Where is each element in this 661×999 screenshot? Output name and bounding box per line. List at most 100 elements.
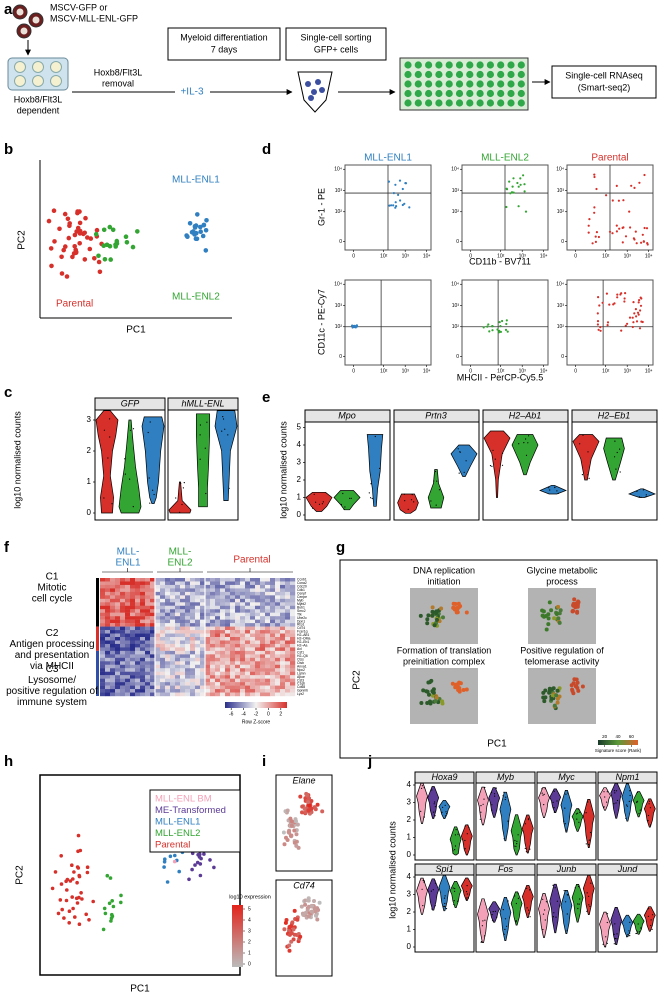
jitter-dot [578,903,580,905]
jitter-dot [588,477,590,479]
heatmap-cell [265,619,271,624]
dot [67,223,72,229]
heatmap-cell [270,647,276,652]
gene-name: Cdk1 [297,588,305,592]
heatmap-cell [270,654,276,659]
tick-label: 1 [297,493,302,502]
heatmap-cell [280,692,286,697]
heatmap-cell [260,640,266,645]
jitter-dot [340,503,342,506]
heatmap-cell [100,685,106,690]
heatmap-cell [265,685,271,690]
heatmap-cell [100,595,106,600]
heatmap-cell [150,619,156,624]
heatmap-cell [230,633,236,638]
jitter-dot [524,823,526,825]
violin [582,874,595,916]
jitter-dot [502,452,504,454]
heatmap-cell [165,668,171,672]
dot [195,212,200,217]
jitter-dot [423,787,425,789]
heatmap-cell [205,637,211,641]
heatmap-cell [130,682,136,686]
tick-label: 10³ [557,188,565,194]
heatmap-cell [120,595,126,600]
heatmap-cell [190,675,196,679]
dot [642,240,646,243]
heatmap-cell [240,692,246,697]
panel-letter: f [4,539,10,556]
facet-title: Myb [497,772,514,782]
jitter-dot [554,887,556,889]
jitter-dot [553,912,555,914]
violin [483,430,511,498]
violin [438,799,451,820]
heatmap-cell [165,619,171,624]
heatmap-cell [155,682,161,686]
heatmap-cell [190,584,196,589]
jitter-dot [516,843,518,845]
facet-title: hMLL-ENL [181,398,224,408]
dot [401,203,404,207]
heatmap-cell [215,584,221,589]
label: Hoxb8/Flt3L [14,94,63,104]
heatmap-cell [165,650,171,655]
jitter-dot [626,804,628,806]
dot [130,244,136,250]
dot [162,865,166,869]
heatmap-cell [140,671,146,676]
heatmap-cell [275,647,281,652]
jitter-dot [124,473,126,475]
tick-label: 10³ [557,303,565,309]
heatmap-cell [195,685,201,690]
heatmap-cell [160,619,166,624]
heatmap-cell [270,626,276,631]
heatmap-cell [170,682,176,686]
dot [599,329,602,332]
jitter-dot [491,919,494,921]
dot [203,228,209,233]
heatmap-cell [125,685,131,690]
jitter-dot [463,471,465,473]
heatmap-cell [245,657,251,662]
heatmap-cell [135,664,141,669]
heatmap-cell [180,616,186,620]
jitter-dot [625,817,627,819]
dot [294,832,299,837]
heatmap-cell [290,689,296,693]
heatmap-cell [225,682,231,686]
jitter-dot [579,898,581,900]
heatmap-cell [225,685,231,690]
heatmap-cell [150,623,156,627]
heatmap-cell [280,605,286,610]
heatmap-cell [230,612,236,617]
label: Parental [591,153,628,164]
heatmap-cell [260,578,266,582]
heatmap-cell [195,682,201,686]
heatmap-cell [250,643,256,648]
heatmap-cell [190,661,196,665]
dot [505,205,508,209]
heatmap-cell [215,626,221,631]
heatmap-cell [225,675,231,679]
heatmap-cell [170,637,176,641]
heatmap-cell [275,637,281,641]
heatmap-cell [110,612,116,617]
dot [554,612,559,616]
violin [571,808,584,832]
well [497,61,505,69]
jitter-dot [503,838,505,840]
heatmap-cell [110,630,116,634]
heatmap-cell [245,678,251,683]
dot [547,690,552,695]
jitter-dot [444,902,446,905]
heatmap-cell [190,678,196,683]
heatmap-cell [170,619,176,624]
heatmap-cell [220,647,226,652]
heatmap-cell [260,626,266,631]
heatmap-cell [105,661,111,665]
heatmap-cell [275,675,281,679]
heatmap-cell [150,675,156,679]
heatmap-cell [290,588,296,593]
jitter-dot [432,889,434,891]
